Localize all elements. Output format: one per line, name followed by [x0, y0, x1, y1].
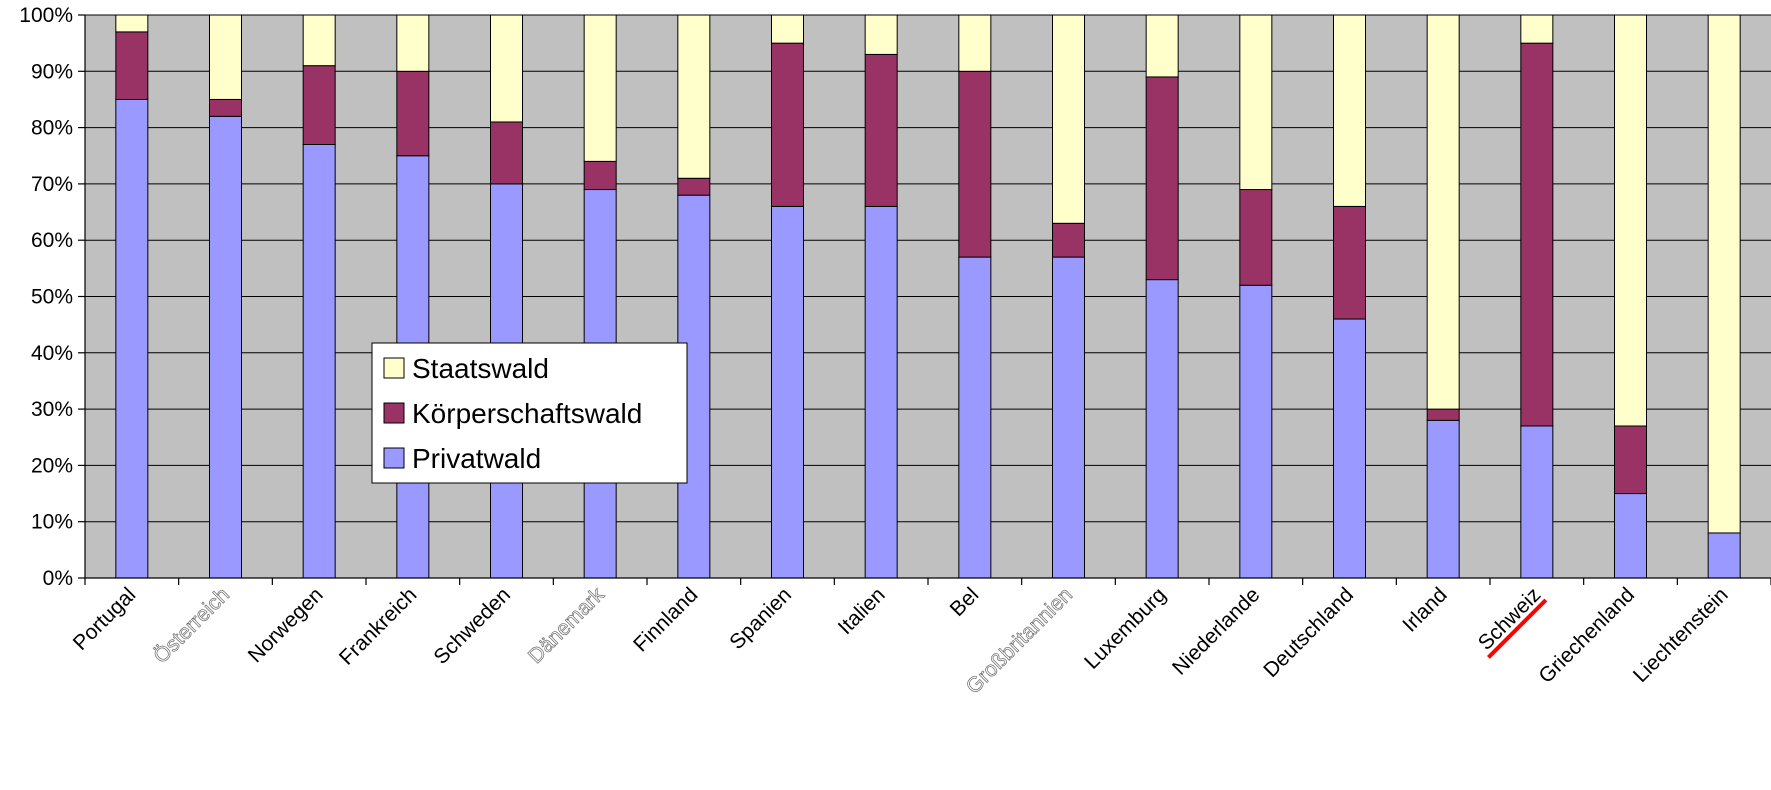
y-tick-label: 10%	[31, 511, 73, 534]
bar-griechenland-staatswald	[1614, 14, 1647, 427]
gridlines	[85, 14, 1771, 523]
bar-schweiz-privatwald	[1520, 425, 1554, 579]
bar-spanien-staatswald	[771, 14, 804, 44]
bar-deutschland-koerperschaftswald	[1333, 205, 1366, 320]
legend-label-staatswald: Staatswald	[412, 353, 549, 384]
bar-liechtenstein-privatwald	[1707, 532, 1741, 579]
category-label-luxemburg: Luxemburg	[1080, 583, 1171, 674]
bar-niederlande-privatwald	[1239, 284, 1273, 579]
bar-spanien-privatwald	[771, 205, 804, 579]
bar-portugal-staatswald	[115, 14, 149, 33]
category-label-portugal: Portugal	[69, 583, 141, 655]
y-tick-label: 80%	[31, 117, 73, 140]
bar-portugal-privatwald	[115, 98, 149, 579]
category-label-schweden: Schweden	[429, 583, 515, 669]
category-label-spanien: Spanien	[725, 583, 796, 654]
bar-irland-staatswald	[1426, 14, 1460, 410]
legend-label-privatwald: Privatwald	[412, 443, 541, 474]
bar-norwegen-koerperschaftswald	[302, 65, 336, 145]
bar-deutschland-privatwald	[1333, 318, 1366, 579]
bar-griechenland-privatwald	[1614, 493, 1647, 579]
y-tick-labels: 0% 10% 20% 30% 40% 50% 60% 70% 80% 90% 100%	[19, 4, 73, 590]
category-label-daenemark: Dänemark	[524, 583, 609, 668]
category-label-italien: Italien	[834, 583, 890, 639]
bar-irland-privatwald	[1426, 419, 1460, 579]
category-label-griechenland: Griechenland	[1534, 583, 1639, 688]
bar-liechtenstein-staatswald	[1707, 14, 1741, 534]
bar-belgien-privatwald	[958, 256, 992, 579]
y-tick-label: 100%	[19, 4, 73, 27]
bar-portugal-koerperschaftswald	[115, 31, 149, 100]
category-label-schweiz: Schweiz	[1474, 583, 1546, 655]
bar-niederlande-staatswald	[1239, 14, 1273, 191]
bar-daenemark-staatswald	[583, 14, 617, 162]
y-tick-label: 40%	[31, 342, 73, 365]
bar-finnland-staatswald	[677, 14, 711, 179]
legend-swatch-privatwald	[383, 447, 405, 469]
bar-grossbritannien-staatswald	[1052, 14, 1085, 224]
bar-norwegen-privatwald	[302, 143, 336, 579]
legend-box	[371, 342, 688, 484]
axes	[78, 14, 1771, 585]
bar-daenemark-koerperschaftswald	[583, 160, 617, 191]
bar-oesterreich-staatswald	[209, 14, 242, 100]
bar-belgien-staatswald	[958, 14, 992, 72]
bar-frankreich-staatswald	[396, 14, 430, 72]
bar-niederlande-koerperschaftswald	[1239, 189, 1273, 286]
legend-swatch-koerperschaftswald	[383, 402, 405, 424]
category-label-niederlande: Niederlande	[1168, 583, 1264, 679]
y-tick-label: 90%	[31, 60, 73, 83]
bar-italien-privatwald	[864, 205, 898, 579]
x-tick-labels: Portugal Österreich Norwegen Frankreich Schw…	[69, 583, 1733, 699]
category-label-norwegen: Norwegen	[244, 583, 328, 667]
bar-schweden-staatswald	[490, 14, 523, 123]
y-tick-label: 70%	[31, 173, 73, 196]
y-tick-label: 60%	[31, 229, 73, 252]
legend-label-koerperschaftswald: Körperschaftswald	[412, 398, 642, 429]
y-tick-label: 20%	[31, 454, 73, 477]
category-label-irland: Irland	[1398, 583, 1451, 636]
bar-italien-staatswald	[864, 14, 898, 55]
bar-schweiz-staatswald	[1520, 14, 1554, 44]
bar-oesterreich-koerperschaftswald	[209, 98, 242, 117]
bar-oesterreich-privatwald	[209, 115, 242, 579]
legend-swatch-staatswald	[383, 357, 405, 379]
bar-griechenland-koerperschaftswald	[1614, 425, 1647, 495]
bar-finnland-koerperschaftswald	[677, 177, 711, 196]
y-tick-label: 50%	[31, 286, 73, 309]
bar-schweden-koerperschaftswald	[490, 121, 523, 185]
y-tick-label: 30%	[31, 398, 73, 421]
bar-luxemburg-staatswald	[1145, 14, 1179, 78]
bars	[115, 14, 1741, 579]
bar-frankreich-koerperschaftswald	[396, 70, 430, 157]
bar-spanien-koerperschaftswald	[771, 42, 804, 207]
y-tick-label: 0%	[43, 567, 73, 590]
bar-belgien-koerperschaftswald	[958, 70, 992, 258]
category-label-belgien: Bel	[946, 583, 984, 621]
category-label-deutschland: Deutschland	[1259, 583, 1358, 682]
bar-luxemburg-koerperschaftswald	[1145, 76, 1179, 281]
bar-schweiz-koerperschaftswald	[1520, 42, 1554, 427]
bar-norwegen-staatswald	[302, 14, 336, 67]
category-label-frankreich: Frankreich	[335, 583, 421, 669]
legend: Staatswald Körperschaftswald Privatwald	[371, 342, 688, 484]
bar-grossbritannien-koerperschaftswald	[1052, 222, 1085, 258]
bar-luxemburg-privatwald	[1145, 279, 1179, 579]
highlight-underline	[1487, 598, 1548, 659]
category-label-liechtenstein: Liechtenstein	[1629, 583, 1733, 687]
bar-deutschland-staatswald	[1333, 14, 1366, 207]
category-label-oesterreich: Österreich	[149, 583, 234, 668]
category-label-finnland: Finnland	[629, 583, 702, 656]
bar-italien-koerperschaftswald	[864, 53, 898, 207]
bar-grossbritannien-privatwald	[1052, 256, 1085, 579]
bar-irland-koerperschaftswald	[1426, 408, 1460, 421]
